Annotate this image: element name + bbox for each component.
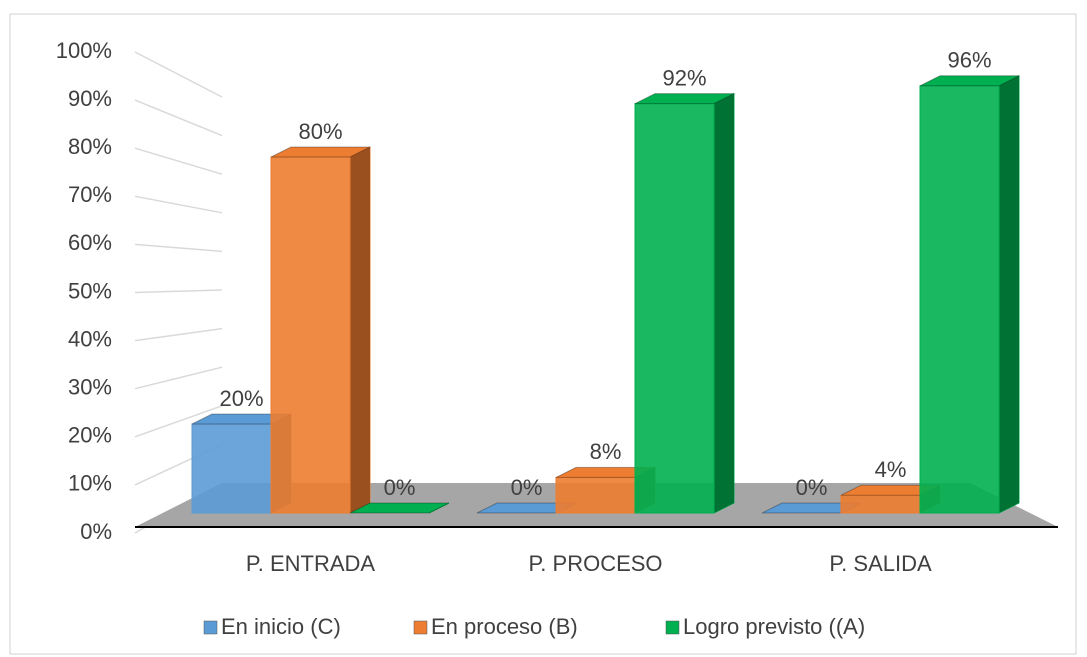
value-label: 0% (384, 475, 416, 500)
y-tick-label: 60% (68, 230, 112, 255)
value-label: 8% (590, 439, 622, 464)
legend-swatch (665, 620, 680, 635)
grid-line (134, 289, 223, 294)
bars (191, 74, 1020, 514)
bar (919, 85, 1000, 514)
value-label: 4% (875, 457, 907, 482)
grid-line (134, 405, 223, 438)
legend-label: Logro previsto ((A) (683, 614, 865, 639)
value-label: 92% (662, 65, 706, 90)
grid-line (134, 51, 223, 98)
y-tick-label: 100% (56, 38, 112, 63)
bar (634, 103, 715, 514)
value-label: 20% (219, 386, 263, 411)
y-tick-label: 90% (68, 86, 112, 111)
grid-line (134, 99, 223, 137)
value-label: 0% (796, 475, 828, 500)
value-label: 96% (947, 48, 991, 73)
grid-line (134, 243, 223, 253)
bar-side-shade (350, 147, 370, 513)
y-tick-label: 0% (80, 519, 112, 544)
grid-line (134, 195, 223, 214)
y-tick-label: 70% (68, 182, 112, 207)
grid-line (134, 366, 223, 390)
y-tick-label: 50% (68, 278, 112, 303)
grid-line (134, 327, 223, 342)
legend-label: En proceso (B) (431, 614, 578, 639)
legend-swatch (203, 620, 218, 635)
x-tick-label: P. SALIDA (829, 551, 932, 576)
bar (840, 494, 921, 514)
bar-top (270, 146, 371, 158)
y-tick-label: 20% (68, 423, 112, 448)
legend-label: En inicio (C) (221, 614, 341, 639)
bar-top (349, 502, 450, 514)
y-tick-label: 30% (68, 375, 112, 400)
bar (270, 156, 351, 514)
value-label: 80% (298, 119, 342, 144)
x-tick-label: P. PROCESO (528, 551, 662, 576)
grid-line (134, 147, 223, 175)
value-label: 0% (511, 475, 543, 500)
y-tick-label: 80% (68, 134, 112, 159)
y-tick-label: 40% (68, 326, 112, 351)
legend-swatch (413, 620, 428, 635)
x-tick-label: P. ENTRADA (246, 551, 376, 576)
bar-side-shade (714, 93, 734, 513)
bar-top (634, 93, 735, 105)
y-tick-label: 10% (68, 471, 112, 496)
bar (555, 476, 636, 514)
bar-top (919, 75, 1020, 87)
bar (191, 423, 272, 514)
bar-side-shade (999, 75, 1019, 514)
